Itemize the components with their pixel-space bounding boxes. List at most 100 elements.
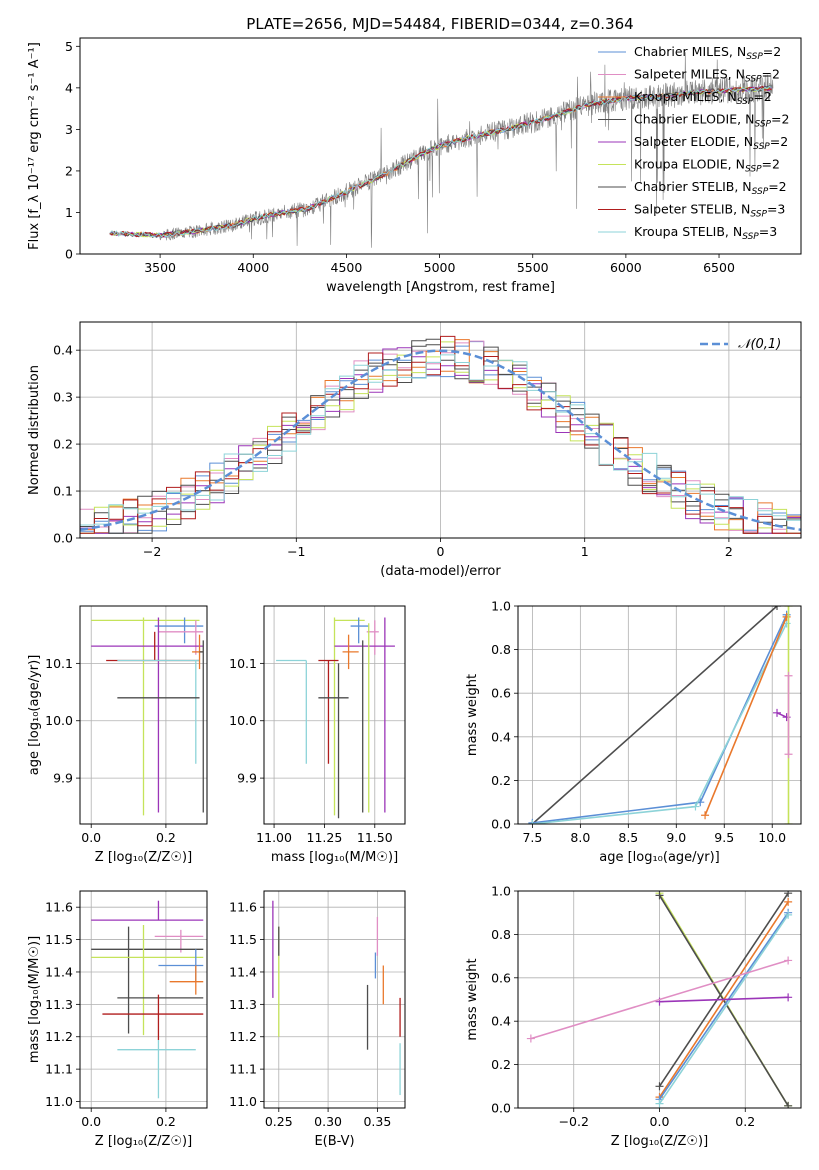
y-tick-label: 0.4	[491, 729, 511, 744]
weight-marker	[773, 708, 782, 717]
weight-line	[531, 606, 778, 824]
y-tick-label: 4	[65, 80, 73, 95]
weight-marker	[526, 1034, 535, 1043]
x-tick-label: −1	[287, 544, 305, 559]
y-tick-label: 0.2	[491, 1057, 511, 1072]
x-tick-label: −0.2	[559, 1114, 589, 1129]
legend-entry: Salpeter STELIB, NSSP=3	[634, 202, 785, 220]
legend-text: =2	[771, 112, 789, 127]
mass-weight-vs-age-panel: 7.5 8.0 8.5 9.0 9.5 10.0 0.0 0.2 0.4 0.6 0.8 1.0 age…	[465, 599, 802, 865]
axes-frame	[79, 37, 802, 255]
legend-entry: Salpeter MILES, NSSP=2	[634, 67, 780, 85]
weight-marker	[784, 1101, 793, 1108]
x-tick-label: 5000	[424, 260, 456, 275]
chart-layer: 3500 4000 4500 5000 5500 6000 6500 0 1 2 3 4 5 wavele…	[27, 37, 802, 1149]
legend-subscript: SSP	[750, 210, 767, 220]
histogram-step	[80, 341, 801, 534]
y-tick-label: 10.0	[229, 713, 257, 728]
axes-frame	[517, 890, 802, 1109]
y-tick-label: 11.0	[45, 1094, 73, 1109]
legend-text: =2	[770, 134, 788, 149]
weight-marker	[784, 671, 793, 680]
y-tick-label: 11.3	[45, 997, 73, 1012]
legend-text: Kroupa STELIB, N	[634, 224, 742, 239]
x-tick-label: 1	[581, 544, 589, 559]
y-tick-label: 0.6	[491, 970, 511, 985]
legend-text: =2	[753, 89, 771, 104]
y-tick-label: 11.6	[45, 900, 73, 915]
legend-text: Kroupa ELODIE, N	[634, 157, 745, 172]
legend-subscript: SSP	[742, 232, 759, 242]
legend-subscript: SSP	[745, 75, 762, 85]
axes-frame	[263, 890, 406, 1109]
x-tick-label: 7.5	[522, 830, 542, 845]
legend-entry: Kroupa STELIB, NSSP=3	[634, 224, 777, 242]
x-tick-label: 6500	[703, 260, 735, 275]
weight-marker	[784, 993, 793, 1002]
legend-text: =2	[768, 179, 786, 194]
legend-entry: 𝒩(0,1)	[738, 337, 781, 352]
legend-entry: Kroupa ELODIE, NSSP=2	[634, 157, 780, 175]
y-tick-label: 1.0	[491, 599, 511, 614]
legend-text: =2	[762, 157, 780, 172]
axes-frame	[79, 890, 208, 1109]
weight-marker	[784, 750, 793, 759]
weight-marker	[773, 606, 782, 610]
weight-marker	[701, 811, 710, 820]
normal-curve	[80, 349, 801, 532]
data-spectrum-line	[109, 52, 774, 248]
y-tick-label: 11.4	[45, 964, 73, 979]
x-tick-label: 0	[437, 544, 445, 559]
x-tick-label: 0.2	[156, 830, 176, 845]
y-tick-label: 10.1	[229, 656, 257, 671]
x-axis-label: mass [log₁₀(M/M☉)]	[271, 850, 398, 865]
x-tick-label: 0.25	[265, 1114, 293, 1129]
age-vs-Z-panel: 0.0 0.2 9.9 10.0 10.1 Z [log₁₀(Z/Z☉)] age [log…	[27, 605, 208, 865]
axes-frame	[79, 321, 802, 539]
legend-entry: Chabrier MILES, NSSP=2	[634, 44, 781, 62]
x-tick-label: 11.25	[307, 830, 343, 845]
legend-subscript: SSP	[754, 120, 771, 130]
weight-marker	[655, 1099, 664, 1108]
y-tick-label: 0.0	[491, 1101, 511, 1116]
x-tick-label: 4000	[237, 260, 269, 275]
y-tick-label: 5	[65, 39, 73, 54]
axes-frame	[263, 605, 406, 825]
axes-frame	[517, 605, 802, 825]
y-tick-label: 11.2	[45, 1029, 73, 1044]
residuals-panel: −2 −1 0 1 2 0.0 0.1 0.2 0.3 0.4 (data-model)/error…	[27, 321, 802, 579]
y-axis-label: Flux [f_λ 10⁻¹⁷ erg cm⁻² s⁻¹ A⁻¹]	[27, 42, 42, 250]
spectrum-panel: 3500 4000 4500 5000 5500 6000 6500 0 1 2 3 4 5 wavele…	[27, 37, 802, 295]
weight-marker	[528, 820, 537, 824]
weight-line	[658, 912, 789, 1100]
age-vs-mass-panel: 11.00 11.25 11.50 9.9 10.0 10.1 mass [log₁₀(M/…	[229, 605, 406, 865]
weight-marker	[655, 891, 664, 900]
y-tick-label: 11.1	[229, 1062, 257, 1077]
x-tick-label: 4500	[331, 260, 363, 275]
legend-text: Chabrier STELIB, N	[634, 179, 752, 194]
error-bars	[91, 617, 204, 816]
weight-lines	[528, 606, 793, 824]
x-tick-label: 6000	[610, 260, 642, 275]
x-tick-label: 11.50	[357, 830, 393, 845]
x-tick-label: 9.5	[714, 830, 734, 845]
weight-marker	[784, 910, 793, 919]
weight-marker	[784, 897, 793, 906]
x-axis-label: (data-model)/error	[380, 564, 501, 579]
x-tick-label: 0.2	[735, 1114, 755, 1129]
y-tick-label: 11.3	[229, 997, 257, 1012]
x-tick-label: 0.0	[81, 1114, 101, 1129]
legend-subscript: SSP	[752, 187, 769, 197]
x-tick-label: 5500	[517, 260, 549, 275]
y-tick-label: 0.8	[491, 642, 511, 657]
legend-entry: Salpeter ELODIE, NSSP=2	[634, 134, 788, 152]
axes-frame	[79, 605, 208, 825]
legend-text: Salpeter ELODIE, N	[634, 134, 753, 149]
legend-text: Kroupa MILES, N	[634, 89, 737, 104]
error-bars	[272, 900, 401, 1096]
error-bars	[276, 617, 395, 819]
legend-text: Chabrier ELODIE, N	[634, 112, 754, 127]
y-tick-label: 11.5	[45, 932, 73, 947]
y-tick-label: 0.0	[491, 817, 511, 832]
